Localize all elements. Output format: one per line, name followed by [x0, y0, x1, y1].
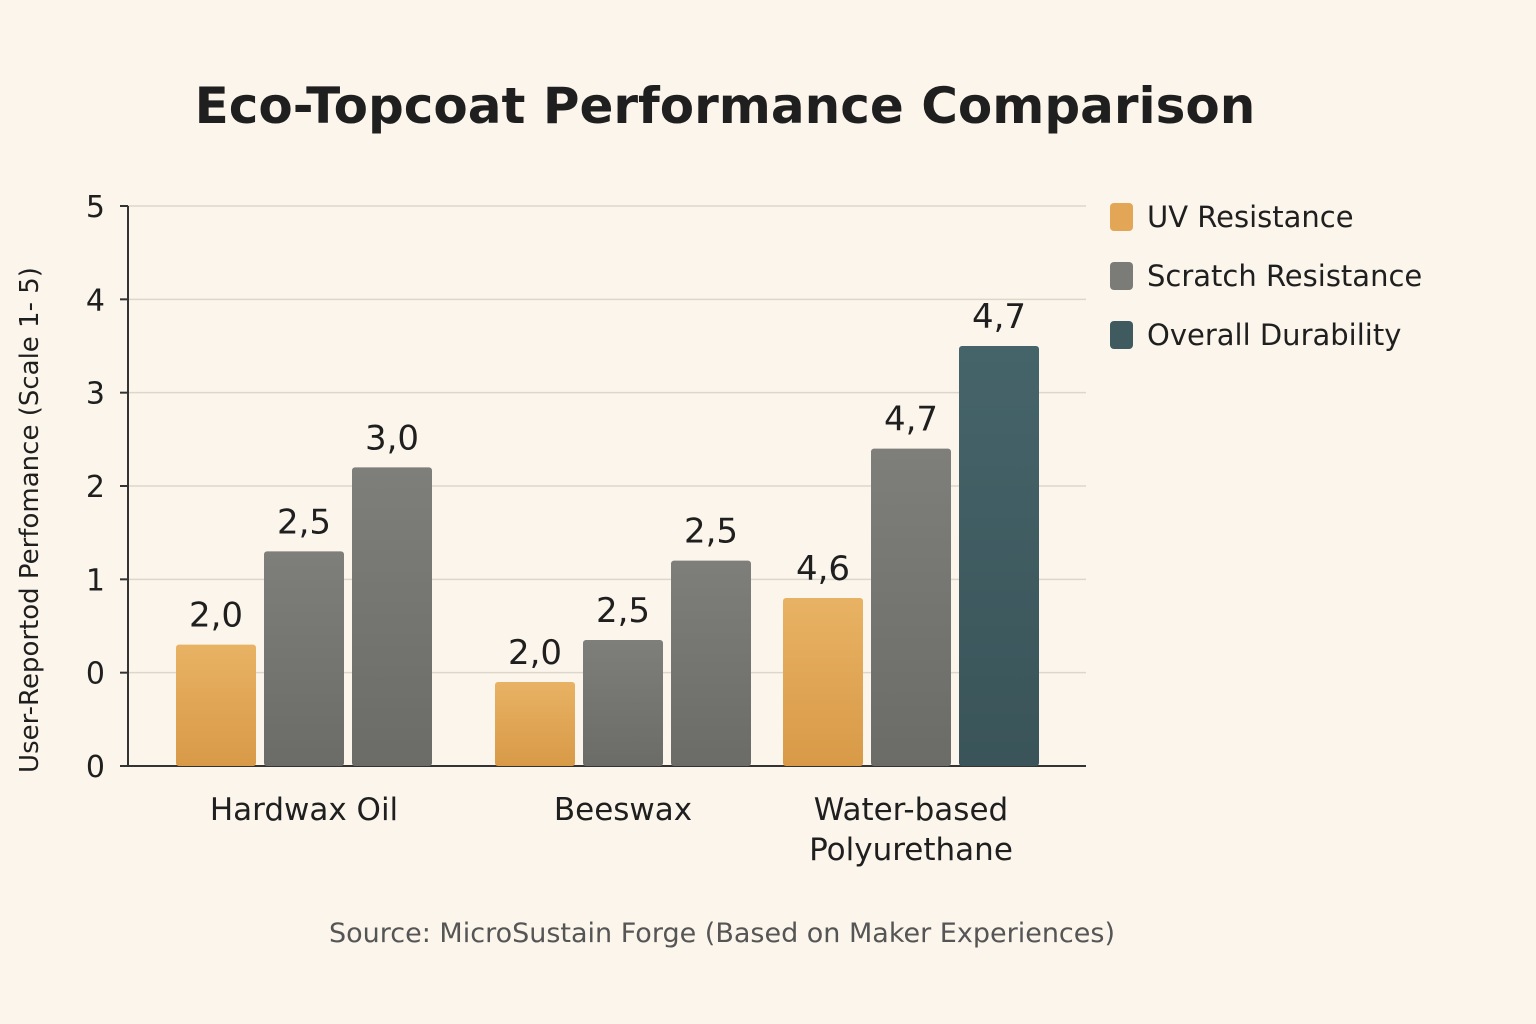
- bar-scratch-resistance-2: [871, 448, 951, 766]
- bar-uv-resistance-0: [176, 644, 256, 766]
- data-label: 3,0: [365, 418, 419, 458]
- y-tick-label: 2: [86, 470, 105, 505]
- y-tick-label: 0: [86, 750, 105, 785]
- legend-swatch: [1110, 321, 1133, 349]
- data-label: 2,5: [596, 591, 650, 631]
- legend-label: Overall Durability: [1147, 318, 1401, 352]
- data-label: 4,7: [972, 297, 1026, 337]
- data-labels: 2,0 2,5 3,0 2,0 2,5 2,5 4,6 4,7 4,7: [189, 297, 1026, 673]
- y-tick-label: 3: [86, 377, 105, 412]
- x-category-label: Water-based: [814, 792, 1008, 828]
- data-label: 2,5: [277, 502, 331, 542]
- legend-label: UV Resistance: [1147, 200, 1354, 234]
- legend-swatch: [1110, 203, 1133, 231]
- bars: [176, 346, 1039, 766]
- legend-label: Scratch Resistance: [1147, 259, 1422, 293]
- y-tick-label: 5: [86, 190, 105, 225]
- legend-swatch: [1110, 262, 1133, 290]
- y-tick-label: 0: [86, 657, 105, 692]
- bar-uv-resistance-1: [495, 682, 575, 766]
- x-category-label: Polyurethane: [809, 832, 1013, 868]
- bar-scratch-resistance-0: [264, 551, 344, 766]
- bar-overall-durability-water-based--2: [959, 346, 1039, 766]
- bar-uv-resistance-2: [783, 598, 863, 766]
- data-label: 2,0: [508, 633, 562, 673]
- y-tick-label: 1: [86, 563, 105, 598]
- y-axis-label: User-Reportod Perfomance (Scale 1- 5): [15, 267, 45, 773]
- x-category-label: Hardwax Oil: [210, 792, 398, 828]
- legend: UV Resistance Scratch Resistance Overall D…: [1110, 200, 1422, 352]
- bar-scratch-resistance-1: [583, 640, 663, 766]
- data-label: 2,5: [684, 512, 738, 552]
- data-label: 4,6: [796, 549, 850, 589]
- bar-overall-durability-1: [671, 560, 751, 766]
- chart-title: Eco-Topcoat Performance Comparison: [195, 77, 1256, 135]
- data-label: 2,0: [189, 596, 243, 636]
- bar-overall-durability-0: [352, 467, 432, 766]
- y-tick-label: 4: [86, 283, 105, 318]
- data-label: 4,7: [884, 400, 938, 440]
- source-note: Source: MicroSustain Forge (Based on Mak…: [329, 918, 1115, 949]
- x-category-label: Beeswax: [554, 792, 692, 828]
